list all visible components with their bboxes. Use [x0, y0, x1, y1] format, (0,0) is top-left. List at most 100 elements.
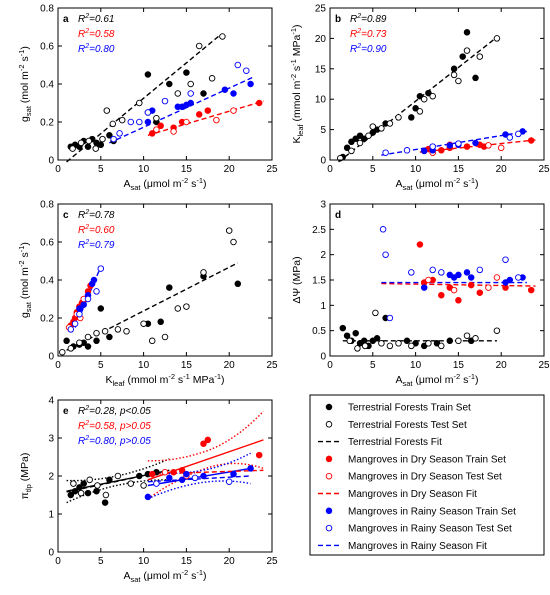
point-rainy-train [90, 276, 98, 284]
y-axis-label: gsat (mol m-2 s-1) [17, 242, 33, 318]
point-dry-train [438, 147, 445, 154]
point-rainy-train [502, 131, 509, 138]
point-rainy-test [161, 97, 169, 105]
point-dry-train [438, 291, 445, 299]
point-terrestrial-test [93, 329, 100, 337]
y-tick-label: 0.4 [40, 276, 54, 287]
legend-point-marker [325, 524, 333, 532]
point-terrestrial-test [67, 345, 75, 352]
point-dry-test [161, 468, 169, 476]
point-terrestrial-test [463, 332, 471, 339]
r2-annotation: R2=0.89 [350, 13, 387, 25]
x-tick-label: 20 [224, 556, 236, 567]
point-terrestrial-train [183, 69, 190, 76]
point-terrestrial-test [86, 476, 93, 484]
point-rainy-test [225, 478, 233, 485]
legend-item: Mangroves in Rainy Season Train Set [325, 506, 516, 517]
point-terrestrial-train [93, 337, 100, 345]
legend-label: Terrestrial Forests Fit [348, 437, 442, 448]
point-terrestrial-train [71, 487, 79, 495]
x-tick-label: 5 [370, 164, 376, 175]
x-tick-label: 25 [266, 360, 278, 371]
point-terrestrial-test [438, 342, 445, 350]
x-tick-label: 15 [181, 556, 193, 567]
point-dry-train [157, 122, 164, 130]
y-tick-label: 1 [48, 510, 54, 521]
legend-item: Terrestrial Forests Fit [318, 437, 442, 448]
point-rainy-train [187, 99, 194, 107]
y-tick-label: 20 [315, 34, 327, 45]
point-rainy-test [515, 274, 522, 281]
point-rainy-train [183, 470, 190, 478]
point-terrestrial-test [183, 303, 190, 310]
y-axis-label: Kleaf (mmol m-2 s-1 MPa-1) [289, 24, 305, 143]
x-tick-label: 15 [453, 360, 465, 371]
point-rainy-test [438, 269, 445, 276]
x-tick-label: 10 [410, 164, 422, 175]
r2-annotation: R2=0.80 [78, 43, 115, 55]
point-rainy-train [230, 90, 237, 97]
point-rainy-test [382, 251, 389, 258]
point-terrestrial-train [343, 332, 351, 339]
point-dry-test [485, 284, 492, 291]
point-terrestrial-train [446, 337, 454, 345]
point-rainy-test [93, 288, 100, 295]
point-dry-train [255, 451, 263, 459]
point-dry-test [425, 276, 432, 284]
r2-annotation: R2=0.28, p<0.05 [78, 405, 151, 417]
r2-annotation: R2=0.61 [78, 13, 114, 25]
point-terrestrial-test [114, 472, 122, 480]
point-terrestrial-train [416, 92, 424, 100]
point-rainy-train [247, 465, 254, 472]
fit-line-rainy [109, 75, 256, 144]
point-terrestrial-test [395, 114, 402, 121]
point-terrestrial-train [144, 71, 152, 78]
point-rainy-train [420, 284, 428, 291]
legend-point-marker [325, 421, 333, 428]
legend-label: Mangroves in Rainy Season Fit [348, 541, 487, 552]
point-terrestrial-test [200, 269, 207, 276]
legend-item: Mangroves in Dry Season Fit [318, 489, 477, 500]
point-terrestrial-test [455, 77, 462, 85]
legend-point-marker [325, 403, 333, 411]
point-terrestrial-test [476, 53, 484, 60]
point-rainy-train [506, 276, 514, 284]
point-rainy-train [221, 86, 229, 93]
point-rainy-test [243, 67, 250, 74]
point-rainy-train [144, 493, 152, 501]
point-dry-test [493, 274, 501, 281]
point-rainy-test [67, 326, 75, 333]
point-terrestrial-test [136, 99, 143, 107]
fit-line-rainy [147, 475, 251, 483]
point-rainy-train [472, 139, 479, 147]
point-terrestrial-test [101, 328, 109, 335]
x-tick-label: 15 [181, 360, 193, 371]
r2-annotation: R2=0.80, p>0.05 [78, 435, 151, 447]
panel-letter: e [63, 406, 69, 417]
point-terrestrial-test [354, 345, 361, 352]
point-terrestrial-test [348, 147, 355, 155]
point-terrestrial-test [140, 482, 147, 489]
point-terrestrial-test [102, 491, 110, 499]
point-terrestrial-train [403, 337, 411, 345]
point-terrestrial-test [378, 125, 385, 132]
point-terrestrial-test [70, 480, 77, 487]
point-dry-test [485, 142, 492, 149]
point-terrestrial-test [493, 327, 501, 334]
point-terrestrial-train [360, 135, 368, 142]
point-rainy-test [502, 256, 509, 263]
point-dry-train [527, 137, 535, 144]
y-tick-label: 0 [48, 548, 54, 559]
point-dry-test [183, 118, 190, 126]
point-rainy-test [408, 269, 415, 276]
point-rainy-test [76, 310, 83, 318]
y-axis-label: πtlp (MPa) [19, 453, 33, 500]
panel-e: 0 5 10 15 20 25 0 1 2 3 4 Asat (μmol m-2 s-1) πtlp (… [19, 396, 278, 585]
x-tick-label: 20 [496, 164, 508, 175]
point-terrestrial-train [63, 337, 70, 345]
fit-line-terrestrial [66, 262, 239, 351]
y-axis-label: gsat (mol m-2 s-1) [17, 46, 33, 122]
r2-annotation: R2=0.79 [78, 239, 115, 251]
point-rainy-test [379, 226, 387, 233]
point-rainy-train [144, 118, 152, 126]
